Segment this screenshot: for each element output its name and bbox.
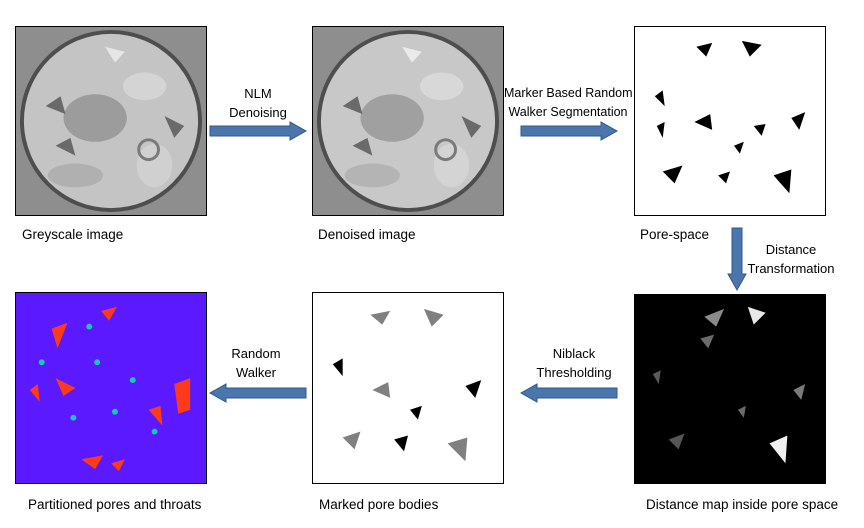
right-arrow-1 xyxy=(209,121,308,141)
greyscale-image xyxy=(16,27,206,215)
distance-map-image xyxy=(635,295,825,483)
pore-space-caption: Pore-space xyxy=(640,227,710,242)
marked-caption: Marked pore bodies xyxy=(319,497,439,512)
marked-pore-bodies-image xyxy=(313,293,503,483)
denoised-caption: Denoised image xyxy=(318,227,416,242)
denoised-image xyxy=(313,27,503,215)
random-walker-label: Random Walker xyxy=(231,346,281,380)
left-arrow-1 xyxy=(519,383,618,403)
partitioned-pores-panel xyxy=(15,292,207,484)
pore-space-panel xyxy=(634,26,826,216)
partitioned-pores-image xyxy=(16,293,206,483)
left-arrow-2 xyxy=(208,383,307,403)
distance-map-caption: Distance map inside pore space xyxy=(646,497,839,512)
greyscale-image-panel xyxy=(15,26,207,216)
pore-space-image xyxy=(635,27,825,215)
distance-transformation-label: Distance Transformation xyxy=(747,242,835,276)
greyscale-caption: Greyscale image xyxy=(22,227,124,242)
denoised-image-panel xyxy=(312,26,504,216)
random-walker-segmentation-label: Marker Based Random Walker Segmentation xyxy=(504,86,633,119)
down-arrow xyxy=(727,227,747,292)
nlm-step-label: NLM Denoising xyxy=(229,86,287,120)
distance-map-panel xyxy=(634,294,826,484)
marked-pore-bodies-panel xyxy=(312,292,504,484)
niblack-thresholding-label: Niblack Thresholding xyxy=(536,346,612,380)
partitioned-caption: Partitioned pores and throats xyxy=(28,497,202,512)
right-arrow-2 xyxy=(520,121,619,141)
